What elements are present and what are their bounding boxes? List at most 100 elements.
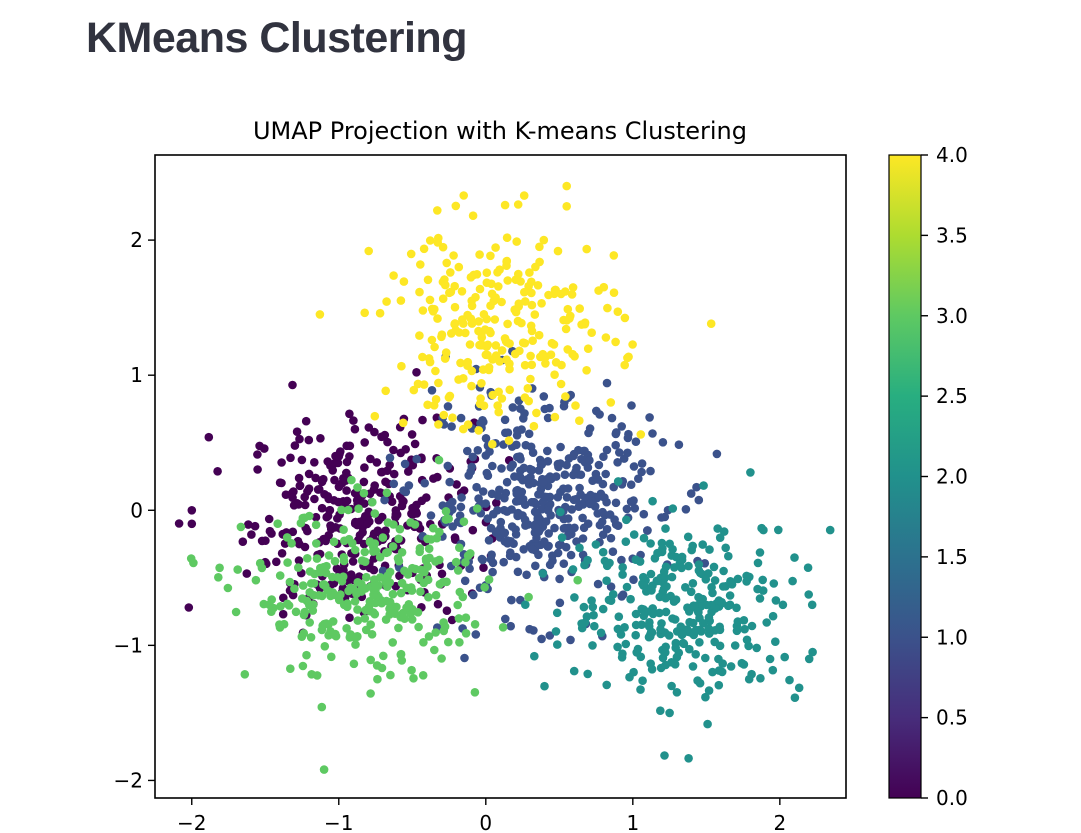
scatter-point-cluster-1 [495,485,504,495]
scatter-point-cluster-1 [540,492,549,502]
scatter-point-cluster-2 [719,566,728,576]
scatter-point-cluster-1 [626,497,636,507]
scatter-point-cluster-3 [337,505,346,515]
scatter-point-cluster-0 [404,467,413,476]
scatter-point-cluster-2 [552,608,562,618]
scatter-point-cluster-3 [480,583,490,592]
scatter-point-cluster-2 [589,610,598,620]
scatter-point-cluster-3 [414,622,423,632]
scatter-point-cluster-3 [385,604,394,614]
scatter-point-cluster-1 [591,469,601,479]
scatter-point-cluster-4 [609,251,619,260]
scatter-point-cluster-2 [705,545,714,554]
scatter-point-cluster-4 [491,341,501,350]
scatter-point-cluster-3 [267,607,276,616]
scatter-point-cluster-0 [304,484,314,494]
scatter-point-cluster-1 [550,523,559,533]
scatter-point-cluster-4 [458,315,467,324]
scatter-point-cluster-2 [704,686,714,695]
scatter-point-cluster-4 [480,325,490,334]
scatter-point-cluster-0 [378,467,387,477]
scatter-point-cluster-0 [452,480,461,489]
scatter-point-cluster-2 [557,533,567,542]
scatter-point-cluster-1 [578,513,587,523]
scatter-point-cluster-1 [594,460,604,470]
scatter-point-cluster-4 [561,324,571,334]
scatter-point-cluster-3 [459,517,469,526]
scatter-point-cluster-1 [502,477,512,487]
scatter-point-cluster-1 [563,484,573,493]
scatter-point-cluster-3 [388,638,398,647]
scatter-point-cluster-1 [611,498,621,508]
scatter-point-cluster-1 [637,467,646,477]
scatter-point-cluster-2 [753,558,763,568]
scatter-point-cluster-4 [512,237,521,246]
scatter-point-cluster-3 [376,573,385,582]
scatter-point-cluster-3 [410,520,420,529]
scatter-point-cluster-2 [670,660,680,669]
scatter-point-cluster-0 [288,493,297,503]
scatter-point-cluster-1 [566,550,576,560]
scatter-point-cluster-2 [598,547,608,557]
scatter-point-cluster-2 [670,595,679,605]
scatter-point-cluster-1 [478,487,488,496]
scatter-point-cluster-4 [423,275,433,285]
scatter-point-cluster-3 [409,674,418,683]
scatter-point-cluster-3 [294,563,303,572]
scatter-point-cluster-3 [434,455,444,465]
scatter-point-cluster-4 [516,277,525,286]
scatter-point-cluster-3 [431,628,441,637]
scatter-point-cluster-3 [215,563,224,573]
scatter-point-cluster-1 [630,504,640,513]
scatter-point-cluster-4 [535,242,544,252]
scatter-point-cluster-3 [282,533,292,542]
scatter-point-cluster-2 [758,575,767,585]
scatter-point-cluster-3 [453,566,463,575]
scatter-point-cluster-4 [433,238,443,247]
scatter-point-cluster-0 [242,569,252,578]
scatter-point-cluster-2 [710,576,720,585]
scatter-point-cluster-3 [397,578,407,588]
scatter-point-cluster-4 [315,310,325,319]
scatter-point-cluster-3 [435,555,444,565]
scatter-point-cluster-2 [644,632,654,642]
scatter-point-cluster-3 [339,525,348,534]
scatter-point-cluster-3 [353,578,363,587]
scatter-point-cluster-2 [662,582,671,591]
scatter-point-cluster-1 [412,454,422,464]
scatter-point-cluster-1 [571,494,581,504]
scatter-point-cluster-2 [714,666,724,675]
scatter-point-cluster-3 [303,554,312,563]
scatter-point-cluster-1 [519,463,529,473]
scatter-point-cluster-4 [497,394,507,403]
scatter-point-cluster-0 [348,557,358,566]
scatter-point-cluster-1 [537,634,546,644]
scatter-point-cluster-1 [516,454,525,464]
scatter-point-cluster-2 [631,620,641,630]
scatter-point-cluster-2 [726,577,735,586]
scatter-point-cluster-1 [508,403,518,412]
scatter-point-cluster-3 [324,551,334,560]
scatter-point-cluster-4 [620,360,629,370]
scatter-point-cluster-3 [394,534,403,544]
scatter-point-cluster-2 [556,507,565,517]
y-tick-label: 0 [130,498,143,522]
scatter-point-cluster-2 [631,630,640,640]
scatter-point-cluster-2 [614,612,624,621]
scatter-point-cluster-0 [187,506,197,515]
scatter-point-cluster-4 [514,269,523,279]
scatter-point-cluster-0 [374,515,384,525]
scatter-point-cluster-4 [466,273,476,282]
scatter-point-cluster-2 [685,644,694,654]
scatter-point-cluster-4 [611,337,620,347]
scatter-point-cluster-4 [493,401,503,410]
scatter-point-cluster-1 [519,414,528,423]
scatter-point-cluster-2 [762,618,771,627]
scatter-point-cluster-1 [499,505,509,515]
scatter-point-cluster-2 [714,596,724,605]
scatter-point-cluster-2 [688,618,698,628]
scatter-point-cluster-0 [317,503,327,513]
scatter-point-cluster-3 [276,602,285,611]
scatter-point-cluster-4 [444,393,454,402]
scatter-point-cluster-2 [639,572,648,582]
